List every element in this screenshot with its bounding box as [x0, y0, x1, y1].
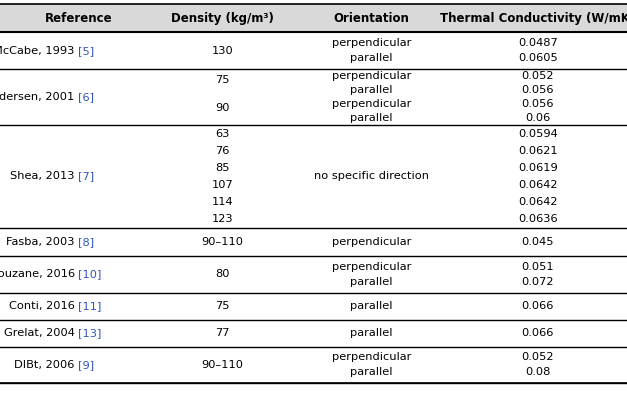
Text: 80: 80: [215, 269, 230, 279]
Text: DIBt, 2006: DIBt, 2006: [14, 360, 78, 370]
Text: 0.0642: 0.0642: [518, 180, 557, 190]
Text: 0.06: 0.06: [525, 113, 551, 123]
Text: 0.066: 0.066: [522, 328, 554, 338]
Text: 0.0487: 0.0487: [518, 38, 557, 48]
Text: Andersen, 2001: Andersen, 2001: [0, 92, 78, 102]
Text: 0.052: 0.052: [522, 352, 554, 363]
Text: 107: 107: [212, 180, 233, 190]
Text: 77: 77: [215, 328, 230, 338]
Text: perpendicular: perpendicular: [332, 262, 411, 272]
Text: 90: 90: [215, 103, 230, 113]
Text: 76: 76: [216, 146, 229, 156]
Text: parallel: parallel: [350, 301, 393, 311]
Text: 0.045: 0.045: [522, 237, 554, 247]
Text: parallel: parallel: [350, 85, 393, 95]
Text: [10]: [10]: [78, 269, 102, 279]
Text: 114: 114: [212, 197, 233, 207]
Text: [5]: [5]: [78, 45, 95, 56]
Text: Douzane, 2016: Douzane, 2016: [0, 269, 78, 279]
Text: perpendicular: perpendicular: [332, 237, 411, 247]
Text: [8]: [8]: [78, 237, 95, 247]
Text: 0.066: 0.066: [522, 301, 554, 311]
Text: [6]: [6]: [78, 92, 95, 102]
Text: 90–110: 90–110: [202, 360, 243, 370]
Text: Thermal Conductivity (W/mK): Thermal Conductivity (W/mK): [440, 11, 627, 24]
Text: 123: 123: [212, 214, 233, 224]
Text: 75: 75: [215, 75, 230, 85]
Text: 85: 85: [215, 163, 230, 173]
Text: [7]: [7]: [78, 171, 95, 181]
Text: no specific direction: no specific direction: [314, 171, 429, 181]
Text: 0.051: 0.051: [521, 262, 554, 272]
Text: [9]: [9]: [78, 360, 95, 370]
Text: perpendicular: perpendicular: [332, 38, 411, 48]
Text: 130: 130: [212, 45, 233, 56]
Text: 0.0636: 0.0636: [518, 214, 557, 224]
Text: parallel: parallel: [350, 53, 393, 63]
Text: perpendicular: perpendicular: [332, 99, 411, 109]
Text: 0.056: 0.056: [522, 85, 554, 95]
Text: 0.0619: 0.0619: [518, 163, 557, 173]
Text: parallel: parallel: [350, 367, 393, 377]
Text: 0.052: 0.052: [522, 71, 554, 81]
Text: Density (kg/m³): Density (kg/m³): [171, 11, 274, 24]
Text: Fasba, 2003: Fasba, 2003: [6, 237, 78, 247]
Text: 0.0642: 0.0642: [518, 197, 557, 207]
Text: 63: 63: [216, 129, 229, 139]
Text: Grelat, 2004: Grelat, 2004: [4, 328, 78, 338]
Text: perpendicular: perpendicular: [332, 71, 411, 81]
Bar: [0, 4, 627, 32]
Text: McCabe, 1993: McCabe, 1993: [0, 45, 78, 56]
Text: perpendicular: perpendicular: [332, 352, 411, 363]
Text: [13]: [13]: [78, 328, 102, 338]
Text: 0.0594: 0.0594: [518, 129, 557, 139]
Text: Orientation: Orientation: [334, 11, 409, 24]
Text: Conti, 2016: Conti, 2016: [9, 301, 78, 311]
Text: parallel: parallel: [350, 113, 393, 123]
Text: 0.072: 0.072: [522, 277, 554, 287]
Text: Reference: Reference: [45, 11, 112, 24]
Text: 0.0621: 0.0621: [518, 146, 557, 156]
Text: parallel: parallel: [350, 328, 393, 338]
Text: 75: 75: [215, 301, 230, 311]
Text: 0.08: 0.08: [525, 367, 551, 377]
Text: Shea, 2013: Shea, 2013: [10, 171, 78, 181]
Text: 0.056: 0.056: [522, 99, 554, 109]
Text: [11]: [11]: [78, 301, 102, 311]
Text: 90–110: 90–110: [202, 237, 243, 247]
Text: parallel: parallel: [350, 277, 393, 287]
Text: 0.0605: 0.0605: [518, 53, 557, 63]
